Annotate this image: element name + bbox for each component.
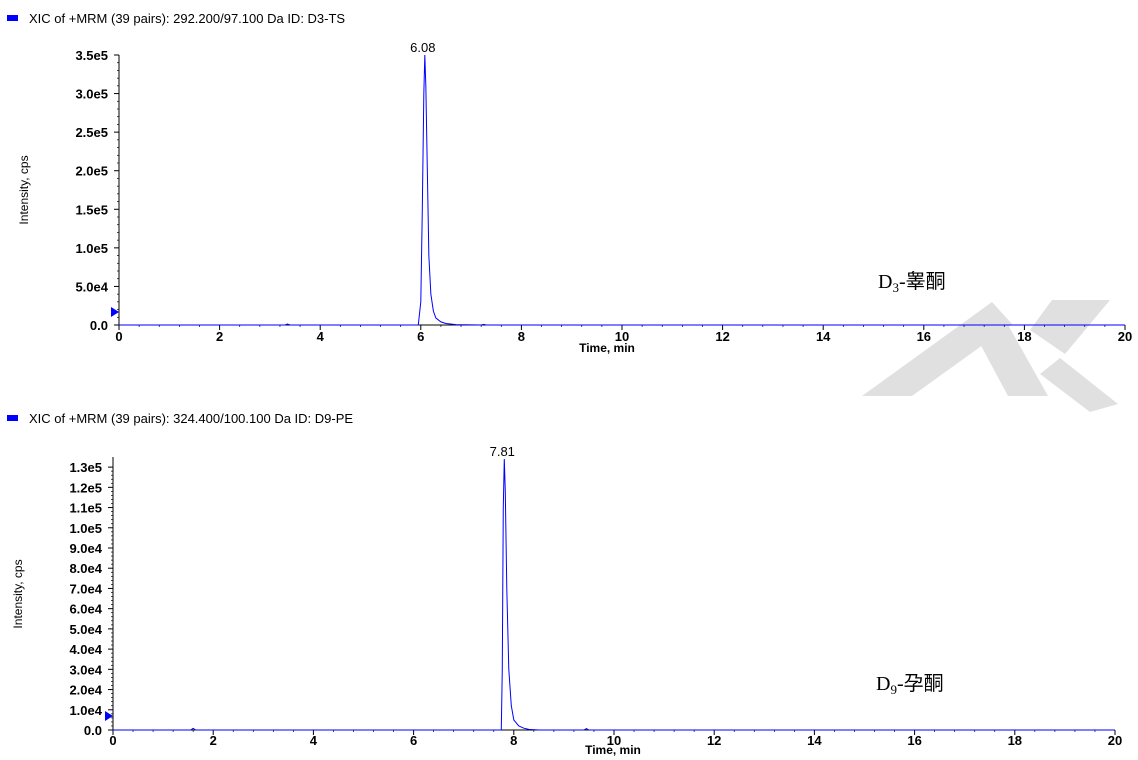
chart-title: XIC of +MRM (39 pairs): 292.200/97.100 D…	[29, 11, 345, 26]
y-tick-label: 0.0	[84, 723, 102, 738]
y-tick-label: 3.0e5	[75, 87, 108, 102]
x-tick-label: 12	[707, 733, 721, 748]
x-axis-label: Time, min	[585, 743, 641, 757]
y-axis-ticks: 0.0 1.0e4 2.0e4 3.0e4 4.0e4 5.0e4 6.0e4 7.0e4 8.…	[69, 460, 113, 738]
x-tick-label: 6	[417, 329, 424, 344]
y-tick-label: 3.0e4	[69, 662, 102, 677]
y-tick-label: 4.0e4	[69, 642, 102, 657]
y-tick-label: 1.0e5	[75, 241, 108, 256]
y-tick-label: 2.0e4	[69, 683, 102, 698]
chromatogram-d9-pe: XIC of +MRM (39 pairs): 324.400/100.100 …	[7, 411, 1122, 757]
y-tick-label: 0.0	[90, 318, 108, 333]
y-tick-label: 1.1e5	[69, 501, 102, 516]
chromatogram-d3-ts: XIC of +MRM (39 pairs): 292.200/97.100 D…	[7, 11, 1132, 355]
x-tick-label: 10	[607, 733, 621, 748]
baseline-marker	[105, 711, 113, 721]
x-tick-label: 2	[210, 733, 217, 748]
x-axis-label: Time, min	[579, 341, 635, 355]
x-tick-label: 16	[917, 329, 931, 344]
trace-line	[119, 54, 1125, 326]
y-tick-label: 1.5e5	[75, 202, 108, 217]
x-axis-ticks: 0 2 4 6 8 10 12 14 16 18 20	[109, 730, 1122, 748]
x-tick-label: 12	[715, 329, 729, 344]
x-tick-label: 4	[317, 329, 325, 344]
y-tick-label: 1.0e4	[69, 703, 102, 718]
x-tick-label: 6	[410, 733, 417, 748]
compound-annotation: D3-睾酮	[878, 270, 946, 295]
watermark	[862, 300, 1118, 412]
x-tick-label: 8	[510, 733, 517, 748]
y-tick-label: 1.0e5	[69, 521, 102, 536]
x-tick-label: 4	[310, 733, 318, 748]
trace-line	[113, 459, 1115, 731]
x-axis-ticks: 0 2 4 6 8 10 12 14 16 18 20	[115, 325, 1132, 344]
y-tick-label: 1.3e5	[69, 460, 102, 475]
y-axis-label: Intensity, cps	[17, 155, 31, 224]
peak-label: 7.81	[490, 444, 515, 459]
x-tick-label: 18	[1008, 733, 1022, 748]
y-axis-label: Intensity, cps	[11, 559, 25, 628]
x-tick-label: 10	[615, 329, 629, 344]
legend-swatch	[7, 15, 18, 21]
y-tick-label: 3.5e5	[75, 48, 108, 63]
x-tick-label: 14	[807, 733, 822, 748]
chart-title: XIC of +MRM (39 pairs): 324.400/100.100 …	[29, 411, 353, 426]
legend-swatch	[7, 415, 18, 421]
y-axis-ticks: 0.0 5.0e4 1.0e5 1.5e5 2.0e5 2.5e5 3.0e5 3.5e5	[75, 48, 119, 333]
y-tick-label: 6.0e4	[69, 602, 102, 617]
x-tick-label: 18	[1017, 329, 1031, 344]
x-tick-label: 14	[816, 329, 831, 344]
x-tick-label: 0	[115, 329, 122, 344]
x-tick-label: 2	[216, 329, 223, 344]
y-tick-label: 2.0e5	[75, 164, 108, 179]
y-tick-label: 5.0e4	[69, 622, 102, 637]
x-tick-label: 8	[518, 329, 525, 344]
y-tick-label: 5.0e4	[75, 279, 108, 294]
compound-annotation: D9-孕酮	[876, 673, 944, 697]
x-tick-label: 16	[907, 733, 921, 748]
x-tick-label: 0	[109, 733, 116, 748]
y-tick-label: 1.2e5	[69, 480, 102, 495]
y-tick-label: 9.0e4	[69, 541, 102, 556]
y-tick-label: 7.0e4	[69, 581, 102, 596]
y-tick-label: 2.5e5	[75, 125, 108, 140]
x-tick-label: 20	[1118, 329, 1132, 344]
x-tick-label: 20	[1108, 733, 1122, 748]
baseline-marker	[111, 307, 119, 317]
peak-label: 6.08	[410, 40, 435, 55]
y-tick-label: 8.0e4	[69, 561, 102, 576]
